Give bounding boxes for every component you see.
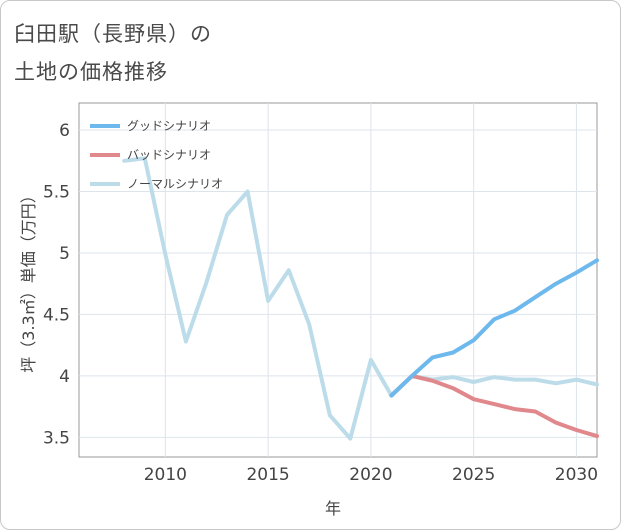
chart-title-line1: 臼田駅（長野県）の	[14, 22, 212, 46]
y-tick-label: 5	[59, 244, 70, 264]
y-tick-label: 5.5	[43, 183, 70, 203]
x-axis-title: 年	[325, 499, 341, 518]
y-tick-label: 4	[59, 367, 70, 387]
series-line-0	[389, 258, 599, 398]
x-tick-label: 2010	[144, 465, 187, 485]
series-line-2	[122, 156, 599, 441]
chart-title-line2: 土地の価格推移	[14, 60, 168, 84]
x-tick-label: 2020	[349, 465, 392, 485]
legend-label: グッドシナリオ	[127, 119, 211, 133]
legend-label: ノーマルシナリオ	[127, 177, 223, 191]
x-tick-label: 2015	[246, 465, 289, 485]
y-tick-label: 4.5	[43, 305, 70, 325]
x-tick-label: 2025	[452, 465, 495, 485]
y-axis-title: 坪（3.3㎡）単価（万円）	[19, 187, 38, 372]
x-tick-label: 2030	[555, 465, 598, 485]
y-tick-label: 6	[59, 121, 70, 141]
series-lines	[122, 156, 599, 441]
legend-label: バッドシナリオ	[127, 148, 211, 162]
series-line-1	[389, 373, 599, 439]
y-tick-label: 3.5	[43, 428, 70, 448]
axis-ticks: 2010 2015 2020 2025 2030 3.5 4 4.5 5 5.5 6	[43, 121, 598, 485]
